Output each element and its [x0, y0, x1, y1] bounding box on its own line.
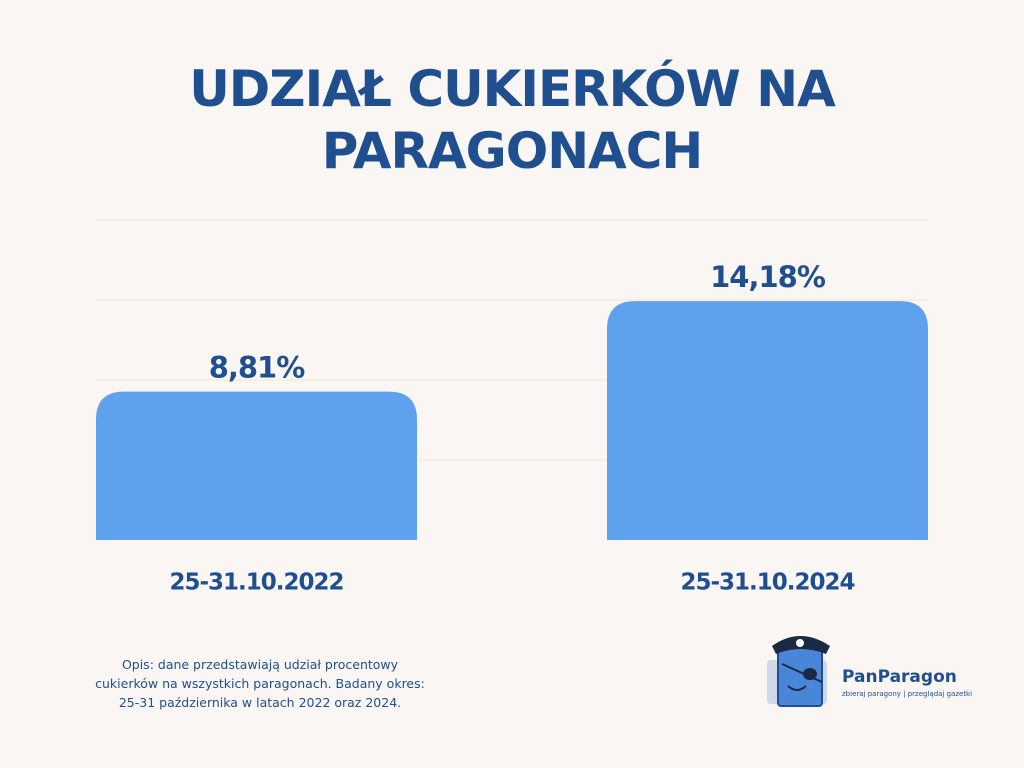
x-tick-label: 25-31.10.2022 — [169, 570, 343, 596]
value-label: 14,18% — [710, 260, 826, 294]
logo-icon — [767, 636, 830, 707]
chart-title: UDZIAŁ CUKIERKÓW NA PARAGONACH — [189, 60, 836, 180]
bar — [96, 391, 417, 540]
logo-tagline: zbieraj paragony | przeglądaj gazetki — [842, 690, 972, 698]
bar — [607, 301, 928, 540]
x-tick-label: 25-31.10.2024 — [680, 570, 854, 596]
logo-name: PanParagon — [842, 667, 957, 687]
chart-note: Opis: dane przedstawiają udział procento… — [95, 657, 425, 710]
value-label: 8,81% — [209, 351, 306, 385]
